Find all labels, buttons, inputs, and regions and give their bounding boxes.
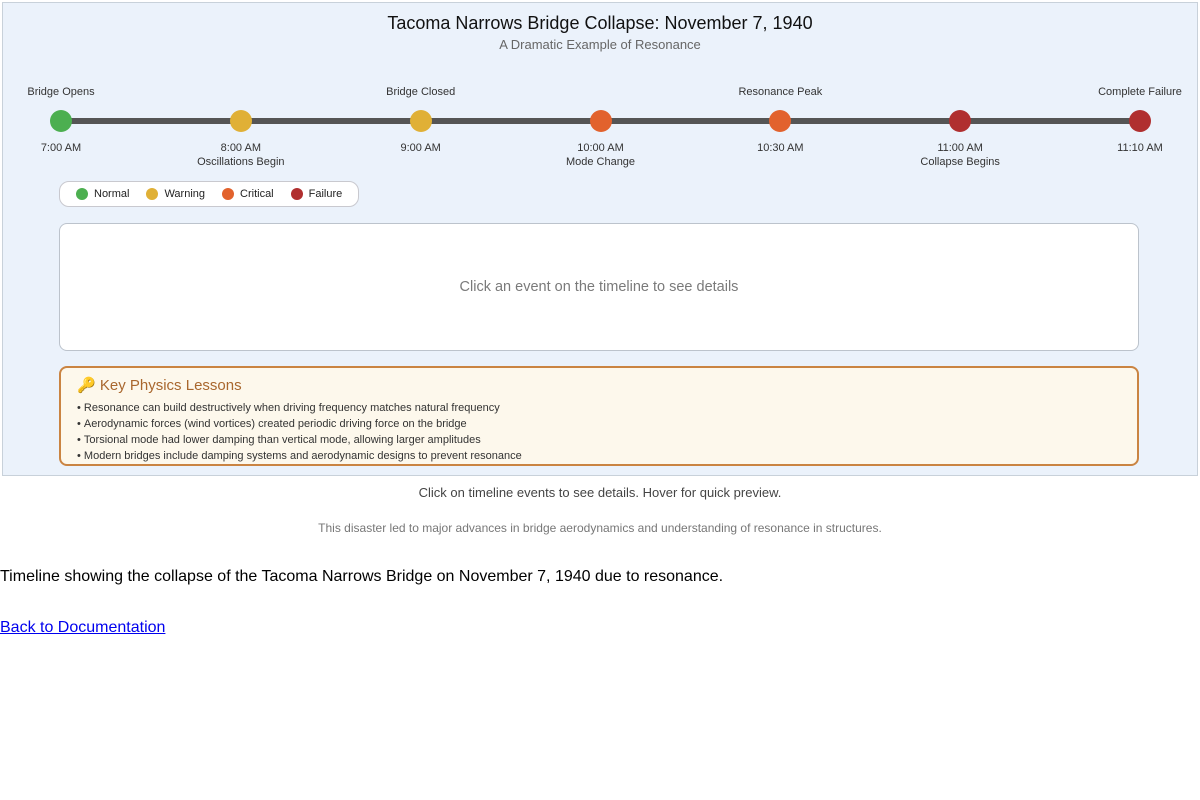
event-label-above bbox=[161, 86, 321, 102]
timeline-event: 10:00 AM Mode Change bbox=[521, 86, 681, 168]
timeline-widget: Tacoma Narrows Bridge Collapse: November… bbox=[2, 2, 1198, 476]
event-time: 8:00 AM bbox=[220, 142, 261, 154]
physics-lessons-title-text: Key Physics Lessons bbox=[99, 377, 242, 394]
event-label-below: Collapse Begins bbox=[920, 156, 1000, 168]
key-icon: 🔑 bbox=[77, 377, 96, 394]
legend-item-normal: Normal bbox=[76, 188, 129, 200]
legend-label: Normal bbox=[94, 188, 130, 200]
legend-label: Critical bbox=[240, 188, 274, 200]
event-time: 7:00 AM bbox=[40, 142, 82, 154]
timeline-event-dot-critical[interactable] bbox=[589, 110, 612, 132]
legend-label: Warning bbox=[164, 188, 206, 200]
timeline-event: Bridge Closed 9:00 AM bbox=[341, 86, 501, 154]
physics-lessons-list: Resonance can build destructively when d… bbox=[77, 400, 1121, 464]
legend-label: Failure bbox=[308, 188, 343, 200]
timeline-event-dot-warning[interactable] bbox=[229, 110, 252, 132]
legend-item-failure: Failure bbox=[290, 188, 343, 200]
legend-dot-icon bbox=[146, 188, 159, 200]
event-time: 9:00 AM bbox=[400, 142, 441, 154]
event-label-above: Bridge Closed bbox=[386, 86, 456, 98]
legend-item-critical: Critical bbox=[222, 188, 274, 200]
event-label-above bbox=[521, 86, 681, 102]
event-time: 11:00 AM bbox=[937, 142, 983, 154]
legend-item-warning: Warning bbox=[146, 188, 205, 200]
timeline-event: Complete Failure 11:10 AM bbox=[1060, 86, 1200, 154]
event-time: 10:30 AM bbox=[757, 142, 804, 154]
page-subtitle: A Dramatic Example of Resonance bbox=[499, 37, 701, 52]
event-label-above: Bridge Opens bbox=[27, 86, 95, 98]
event-label-above: Complete Failure bbox=[1098, 86, 1182, 98]
caption-text: Timeline showing the collapse of the Tac… bbox=[0, 568, 724, 585]
timeline-event-dot-warning[interactable] bbox=[409, 110, 432, 132]
physics-lesson-item: Torsional mode had lower damping than ve… bbox=[77, 432, 1121, 448]
physics-lessons-title: 🔑 Key Physics Lessons bbox=[77, 376, 1121, 394]
event-label-below: Mode Change bbox=[565, 156, 636, 168]
physics-lesson-item: Modern bridges include damping systems a… bbox=[77, 448, 1121, 464]
physics-lessons-box: 🔑 Key Physics Lessons Resonance can buil… bbox=[59, 366, 1139, 466]
timeline-event: Bridge Opens 7:00 AM bbox=[0, 86, 141, 154]
legend-dot-icon bbox=[222, 188, 235, 200]
detail-placeholder-text: Click an event on the timeline to see de… bbox=[459, 279, 739, 295]
timeline-event-dot-normal[interactable] bbox=[50, 110, 72, 132]
timeline-event-dot-critical[interactable] bbox=[769, 110, 792, 132]
timeline-event: 8:00 AM Oscillations Begin bbox=[161, 86, 321, 168]
legend-dot-icon bbox=[290, 188, 303, 200]
note-text: This disaster led to major advances in b… bbox=[318, 521, 882, 535]
physics-lesson-item: Resonance can build destructively when d… bbox=[77, 400, 1121, 416]
physics-lesson-item: Aerodynamic forces (wind vortices) creat… bbox=[77, 416, 1121, 432]
timeline-event-dot-failure[interactable] bbox=[949, 110, 972, 132]
legend: Normal Warning Critical Failure bbox=[59, 181, 360, 207]
event-label-below: Oscillations Begin bbox=[197, 156, 285, 168]
instructions-text: Click on timeline events to see details.… bbox=[418, 485, 782, 500]
back-to-documentation-link[interactable]: Back to Documentation bbox=[0, 619, 166, 636]
backlink-row: Back to Documentation bbox=[0, 619, 1200, 637]
event-detail-box: Click an event on the timeline to see de… bbox=[59, 223, 1139, 351]
event-label-above bbox=[880, 86, 1040, 102]
timeline-event: 11:00 AM Collapse Begins bbox=[880, 86, 1040, 168]
event-time: 11:10 AM bbox=[1117, 142, 1163, 154]
legend-dot-icon bbox=[76, 188, 88, 200]
event-label-above: Resonance Peak bbox=[738, 86, 823, 98]
page-title: Tacoma Narrows Bridge Collapse: November… bbox=[387, 13, 813, 33]
timeline-event: Resonance Peak 10:30 AM bbox=[700, 86, 860, 154]
timeline-event-dot-failure[interactable] bbox=[1129, 110, 1151, 132]
event-time: 10:00 AM bbox=[577, 142, 624, 154]
